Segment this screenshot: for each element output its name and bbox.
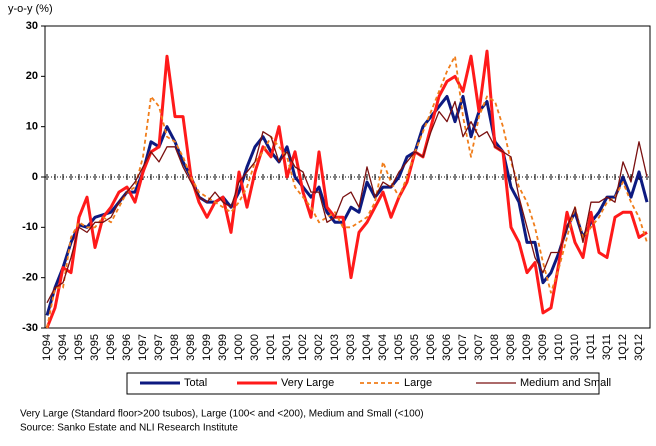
series-line: [46, 55, 648, 329]
y-axis-label: y-o-y (%): [8, 3, 53, 15]
x-tick-label: 3Q06: [441, 334, 453, 361]
legend-label: Large: [404, 377, 432, 389]
x-tick-label: 3Q10: [569, 334, 581, 361]
x-tick-label: 1Q10: [553, 334, 565, 361]
x-tick-label: 3Q00: [249, 334, 261, 361]
x-tick-label: 3Q99: [217, 334, 229, 361]
x-tick-label: 3Q98: [185, 334, 197, 361]
x-tick-label: 1Q98: [169, 334, 181, 361]
x-tick-label: 1Q02: [297, 334, 309, 361]
legend-label: Total: [184, 377, 207, 389]
x-tick-label: 1Q05: [393, 334, 405, 361]
x-tick-label: 3Q09: [537, 334, 549, 361]
x-tick-label: 1Q06: [425, 334, 437, 361]
x-tick-label: 1Q04: [361, 334, 373, 361]
x-tick-label: 3Q12: [633, 334, 645, 361]
x-tick-label: 3Q07: [473, 334, 485, 361]
x-tick-label: 3Q96: [121, 334, 133, 361]
x-tick-label: 3Q08: [505, 334, 517, 361]
y-tick-label: 10: [26, 121, 38, 133]
x-tick-label: 1Q07: [457, 334, 469, 361]
y-tick-label: -30: [22, 322, 38, 334]
legend-label: Medium and Small: [520, 377, 611, 389]
x-tick-label: 1Q11: [585, 334, 597, 360]
x-tick-label: 1Q97: [137, 334, 149, 361]
x-tick-label: 1Q01: [265, 334, 277, 361]
y-tick-label: 20: [26, 70, 38, 82]
series-line: [45, 49, 648, 329]
y-tick-label: -20: [22, 272, 38, 284]
legend-label: Very Large: [281, 377, 334, 389]
x-tick-label: 1Q03: [329, 334, 341, 361]
x-tick-label: 3Q94: [57, 334, 69, 361]
x-tick-label: 1Q99: [201, 334, 213, 361]
x-tick-label: 3Q11: [601, 334, 613, 360]
x-tick-label: 1Q00: [233, 334, 245, 361]
x-tick-label: 1Q94: [41, 334, 53, 361]
x-tick-label: 3Q04: [377, 334, 389, 361]
series-line: [46, 100, 648, 304]
x-tick-label: 3Q03: [345, 334, 357, 361]
note: Very Large (Standard floor>200 tsubos), …: [20, 409, 424, 420]
x-tick-label: 3Q97: [153, 334, 165, 361]
series-line: [45, 94, 649, 316]
x-tick-label: 1Q95: [73, 334, 85, 361]
x-tick-label: 1Q08: [489, 334, 501, 361]
x-tick-label: 3Q01: [281, 334, 293, 361]
y-tick-label: -10: [22, 221, 38, 233]
y-tick-label: 30: [26, 20, 38, 32]
x-tick-label: 1Q09: [521, 334, 533, 361]
x-tick-label: 3Q02: [313, 334, 325, 361]
y-tick-label: 0: [32, 171, 38, 183]
legend-box: [126, 372, 600, 395]
x-tick-label: 3Q95: [89, 334, 101, 361]
x-tick-label: 3Q05: [409, 334, 421, 361]
x-tick-label: 1Q12: [617, 334, 629, 361]
x-tick-label: 1Q96: [105, 334, 117, 361]
note: Source: Sanko Estate and NLI Research In…: [20, 423, 238, 434]
